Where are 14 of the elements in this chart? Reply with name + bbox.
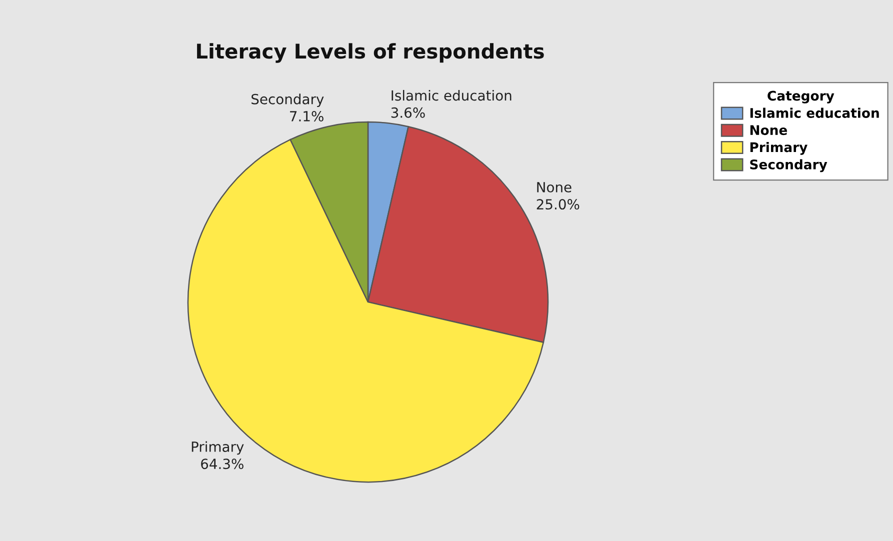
- data-label: 64.3%: [201, 458, 244, 470]
- slice-label: Islamic education: [392, 90, 512, 101]
- legend-label: Primary: [750, 142, 808, 155]
- legend-label: Secondary: [750, 159, 828, 172]
- chart-title: Literacy Levels of respondents: [197, 43, 544, 63]
- data-label: 3.6%: [391, 107, 425, 118]
- legend-title: Category: [768, 90, 834, 104]
- slice-label: Primary: [192, 441, 244, 455]
- legend-label: None: [750, 125, 788, 136]
- slice-label: None: [537, 182, 572, 192]
- slice-label: Secondary: [252, 94, 324, 108]
- data-label: 7.1%: [290, 110, 324, 122]
- legend-label: Islamic education: [750, 108, 879, 118]
- data-label: 25.0%: [536, 199, 580, 210]
